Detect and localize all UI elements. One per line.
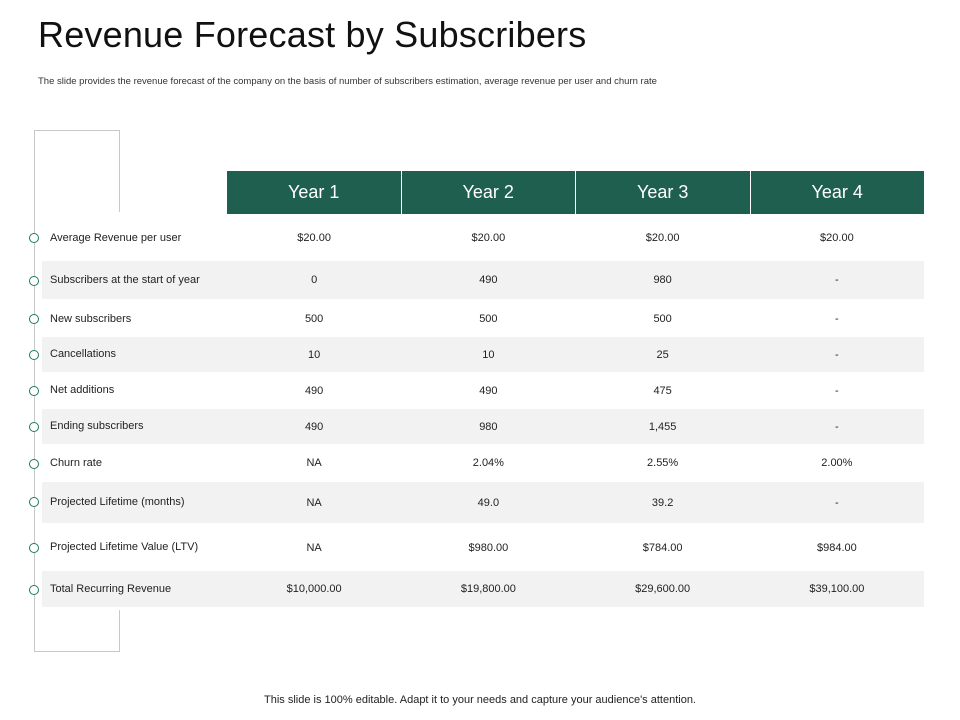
cell: $29,600.00 bbox=[635, 583, 691, 595]
cell: $20.00 bbox=[297, 232, 331, 244]
cell: $20.00 bbox=[645, 232, 680, 244]
row-label: Net additions bbox=[50, 384, 115, 396]
cell: - bbox=[835, 313, 839, 325]
cell: 39.2 bbox=[651, 496, 674, 509]
cell: 10 bbox=[308, 348, 321, 361]
row-label: New subscribers bbox=[50, 312, 132, 325]
cell: 25 bbox=[656, 348, 669, 361]
cell: $10,000.00 bbox=[286, 583, 342, 595]
footer-note: This slide is 100% editable. Adapt it to… bbox=[264, 694, 696, 706]
bullet-circle-icon bbox=[29, 543, 39, 553]
cell: $784.00 bbox=[642, 541, 683, 554]
bullet-circle-icon bbox=[29, 497, 39, 507]
cell: - bbox=[835, 384, 839, 397]
cell: 500 bbox=[304, 313, 324, 325]
bullet-circle-icon bbox=[29, 350, 39, 360]
table-row: Projected Lifetime (months) NA 49.0 39.2… bbox=[42, 482, 924, 523]
cell: 49.0 bbox=[477, 496, 500, 509]
cell: 980 bbox=[653, 274, 672, 286]
cell: 490 bbox=[304, 384, 324, 397]
cell: 500 bbox=[479, 313, 498, 325]
cell: NA bbox=[306, 496, 322, 509]
cell: $20.00 bbox=[820, 232, 854, 244]
cell: - bbox=[835, 496, 839, 509]
cell: 2.04% bbox=[472, 457, 504, 469]
table-row: New subscribers 500 500 500 - bbox=[42, 302, 924, 336]
row-label: Subscribers at the start of year bbox=[50, 273, 200, 286]
page-title: Revenue Forecast by Subscribers bbox=[38, 14, 587, 55]
cell: $19,800.00 bbox=[460, 583, 516, 595]
cell: 475 bbox=[653, 384, 672, 397]
cell: $20.00 bbox=[471, 232, 506, 244]
cell: 490 bbox=[479, 384, 498, 397]
table-row: Average Revenue per user $20.00 $20.00 $… bbox=[42, 219, 924, 257]
row-label: Projected Lifetime Value (LTV) bbox=[50, 541, 199, 553]
row-label: Total Recurring Revenue bbox=[50, 582, 172, 595]
table-header: Year 1 Year 2 Year 3 Year 4 bbox=[227, 171, 924, 214]
cell: $984.00 bbox=[816, 541, 857, 554]
table-row: Cancellations 10 10 25 - bbox=[42, 337, 924, 372]
bullet-circle-icon bbox=[29, 276, 39, 286]
row-label: Churn rate bbox=[50, 456, 102, 469]
table-row: Total Recurring Revenue $10,000.00 $19,8… bbox=[42, 571, 924, 607]
cell: NA bbox=[306, 457, 322, 469]
row-label: Projected Lifetime (months) bbox=[50, 496, 185, 508]
column-header: Year 1 bbox=[227, 171, 402, 214]
table-row: Churn rate NA 2.04% 2.55% 2.00% bbox=[42, 445, 924, 481]
cell: - bbox=[835, 274, 839, 286]
cell: 490 bbox=[304, 420, 324, 433]
column-header: Year 2 bbox=[401, 171, 576, 214]
cell: 490 bbox=[479, 274, 498, 286]
table-row: Ending subscribers 490 980 1,455 - bbox=[42, 409, 924, 444]
cell: 500 bbox=[653, 313, 672, 325]
cell: 0 bbox=[311, 274, 318, 286]
bullet-circle-icon bbox=[29, 233, 39, 243]
cell: 1,455 bbox=[648, 420, 677, 433]
cell: NA bbox=[306, 541, 322, 554]
cell: - bbox=[835, 420, 839, 433]
cell: 2.55% bbox=[647, 457, 679, 469]
bullet-circle-icon bbox=[29, 585, 39, 595]
table-row: Subscribers at the start of year 0 490 9… bbox=[42, 261, 924, 299]
table-row: Projected Lifetime Value (LTV) NA $980.0… bbox=[42, 525, 924, 570]
bullet-circle-icon bbox=[29, 422, 39, 432]
bullet-circle-icon bbox=[29, 314, 39, 324]
bullet-circle-icon bbox=[29, 386, 39, 396]
table-row: Net additions 490 490 475 - bbox=[42, 373, 924, 408]
cell: 2.00% bbox=[821, 457, 853, 469]
bullet-circle-icon bbox=[29, 459, 39, 469]
cell: $39,100.00 bbox=[809, 583, 865, 595]
cell: $980.00 bbox=[468, 541, 509, 554]
row-label: Ending subscribers bbox=[50, 420, 144, 432]
page-subtitle: The slide provides the revenue forecast … bbox=[38, 76, 657, 87]
column-header: Year 4 bbox=[750, 171, 924, 214]
row-label: Cancellations bbox=[50, 348, 117, 360]
cell: 980 bbox=[479, 420, 498, 433]
column-header: Year 3 bbox=[576, 171, 751, 214]
row-label: Average Revenue per user bbox=[50, 231, 182, 244]
cell: - bbox=[835, 348, 839, 361]
cell: 10 bbox=[482, 348, 495, 361]
